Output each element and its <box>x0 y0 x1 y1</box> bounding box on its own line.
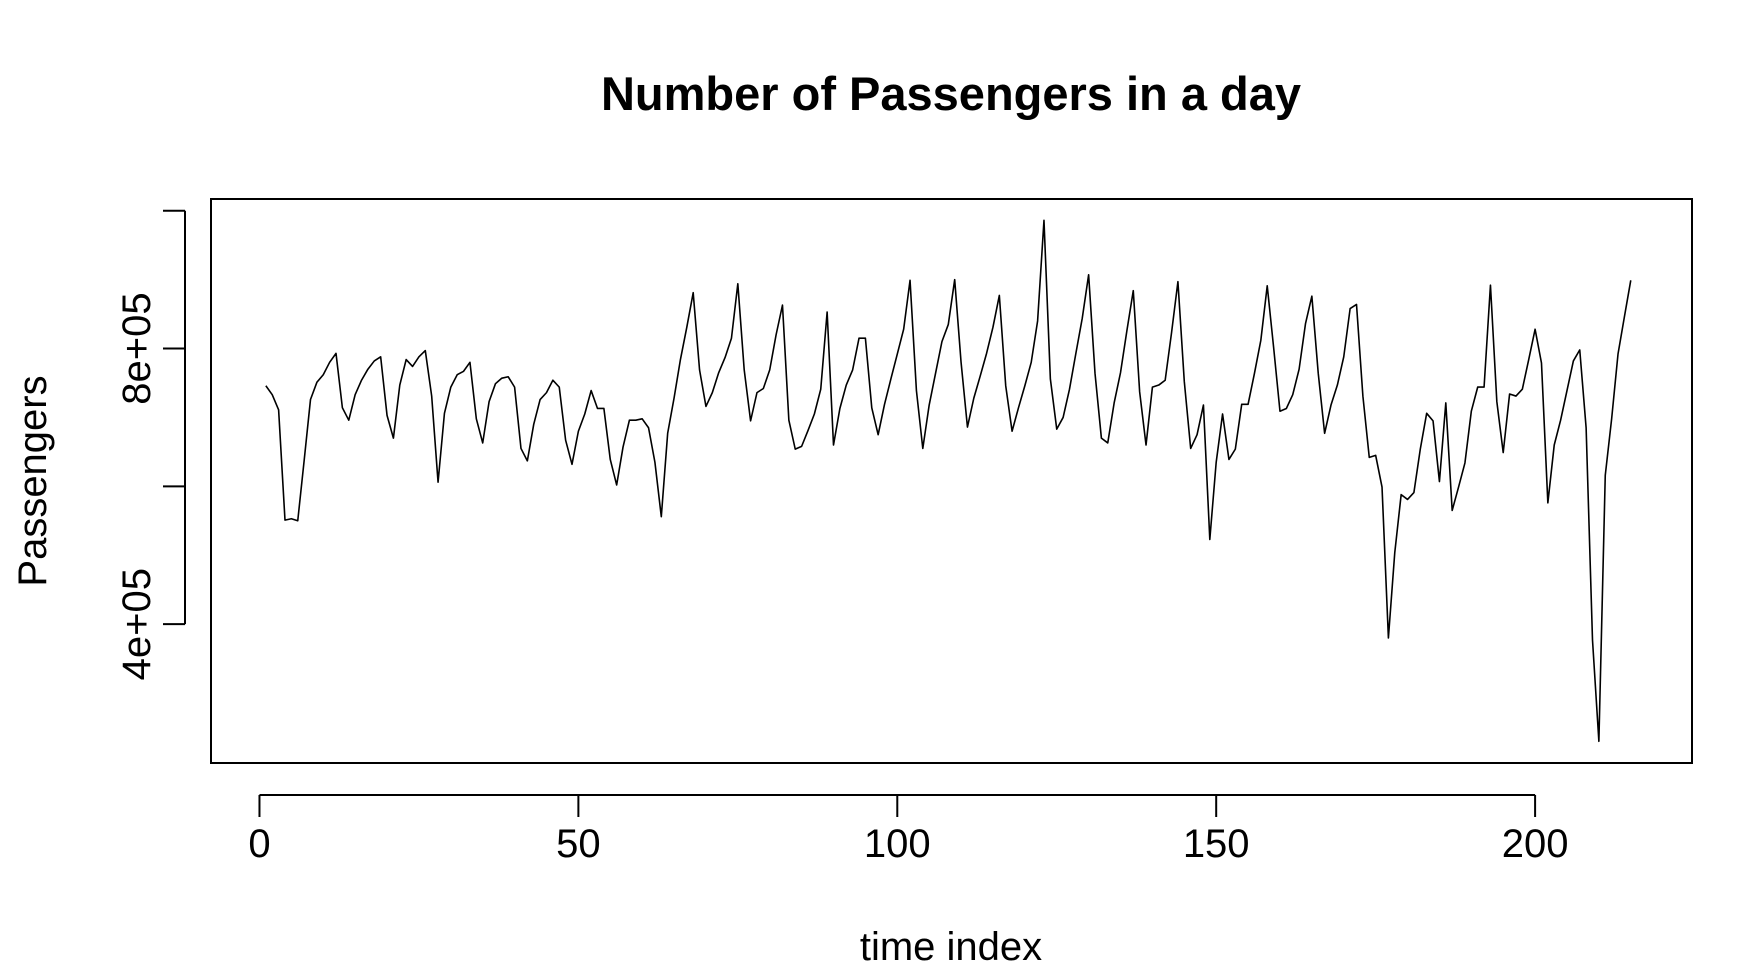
x-tick-label: 50 <box>556 822 601 866</box>
data-line <box>265 219 1632 743</box>
x-tick-label: 200 <box>1502 822 1569 866</box>
x-tick-label: 150 <box>1183 822 1250 866</box>
x-axis-label: time index <box>860 925 1042 969</box>
x-tick-label: 100 <box>864 822 931 866</box>
y-axis-label: Passengers <box>11 375 55 586</box>
chart-title: Number of Passengers in a day <box>601 67 1301 120</box>
x-tick-label: 0 <box>248 822 270 866</box>
y-tick-label: 8e+05 <box>115 292 159 404</box>
y-tick-label: 4e+05 <box>115 568 159 680</box>
plot-box <box>210 198 1693 764</box>
